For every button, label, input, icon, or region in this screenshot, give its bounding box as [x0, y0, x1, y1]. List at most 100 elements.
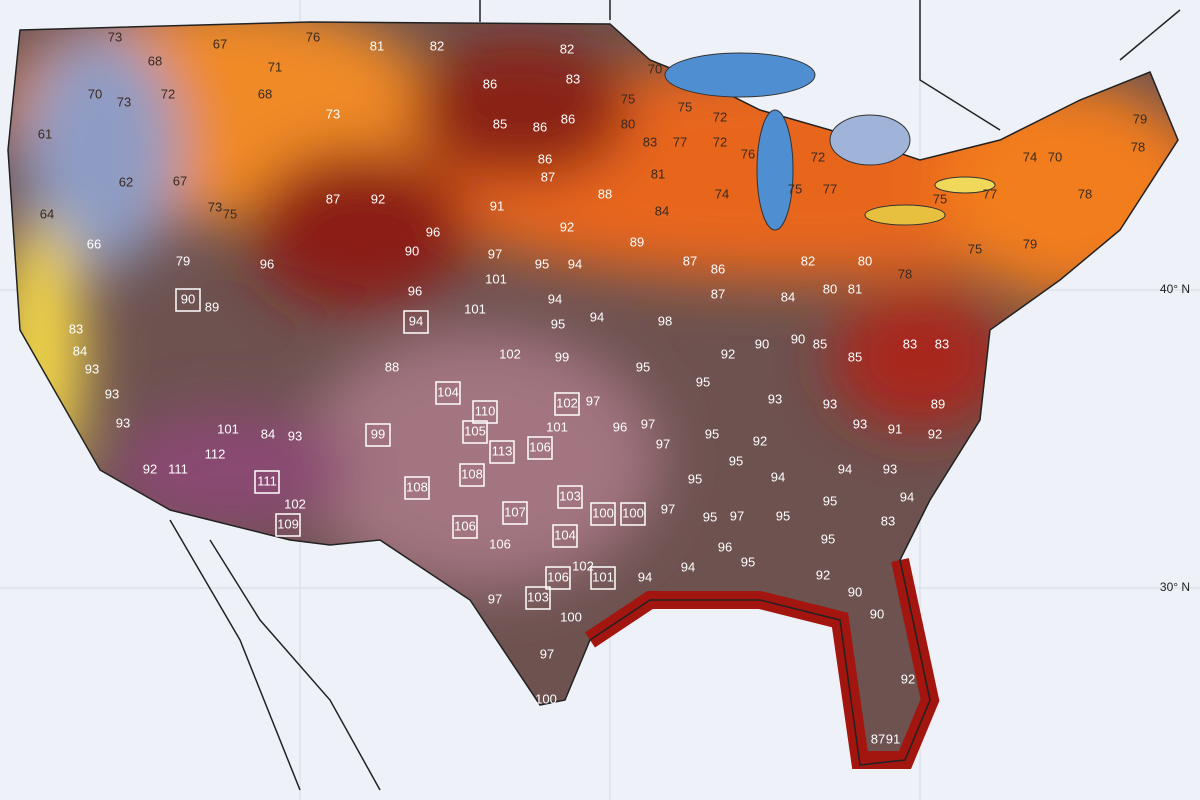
temperature-label: 75 [968, 241, 982, 256]
record-box [545, 566, 571, 590]
temperature-label: 93 [105, 386, 119, 401]
record-temperature-label: 104 [437, 384, 459, 399]
temperature-label: 62 [119, 174, 133, 189]
temperature-label: 72 [713, 109, 727, 124]
record-box [175, 288, 201, 312]
record-temperature-label: 108 [461, 466, 483, 481]
record-temperature-label: 99 [371, 426, 385, 441]
temperature-label: 79 [1133, 111, 1147, 126]
temperature-label: 94 [568, 256, 582, 271]
temperature-label: 101 [485, 271, 507, 286]
record-box [435, 381, 461, 405]
temperature-label: 78 [1131, 139, 1145, 154]
temperature-label: 68 [148, 53, 162, 68]
temperature-label: 94 [590, 309, 604, 324]
temperature-label: 83 [69, 321, 83, 336]
temperature-label: 66 [87, 236, 101, 251]
lat-label: 40° N [1160, 282, 1190, 296]
temperature-label: 93 [883, 461, 897, 476]
temperature-label: 83 [881, 513, 895, 528]
record-box [557, 485, 583, 509]
temperature-label: 84 [73, 343, 87, 358]
temperature-label: 96 [426, 224, 440, 239]
temperature-label: 102 [572, 558, 594, 573]
record-temperature-label: 105 [464, 423, 486, 438]
record-box [590, 502, 616, 526]
temperature-label: 85 [813, 336, 827, 351]
temperature-label: 92 [721, 346, 735, 361]
record-box [554, 392, 580, 416]
temperature-label: 79 [1023, 236, 1037, 251]
temperature-label: 89 [931, 396, 945, 411]
record-temperature-label: 90 [181, 291, 195, 306]
temperature-label: 94 [638, 569, 652, 584]
temperature-label: 92 [816, 567, 830, 582]
temperature-label: 102 [284, 496, 306, 511]
temperature-label: 100 [535, 691, 557, 706]
temperature-label: 87 [541, 169, 555, 184]
temperature-label: 90 [791, 331, 805, 346]
temperature-label: 81 [370, 38, 384, 53]
temperature-label: 86 [533, 119, 547, 134]
temperature-label: 76 [306, 29, 320, 44]
temperature-label: 73 [326, 106, 340, 121]
temperature-label: 70 [1048, 149, 1062, 164]
temperature-label: 95 [696, 374, 710, 389]
temperature-label: 75 [788, 181, 802, 196]
temperature-label: 90 [755, 336, 769, 351]
record-temperature-label: 110 [475, 403, 496, 418]
record-box [404, 476, 430, 500]
temperature-label: 77 [673, 134, 687, 149]
temperature-label: 95 [823, 493, 837, 508]
temperature-label: 93 [768, 391, 782, 406]
record-temperature-label: 101 [592, 569, 614, 584]
temperature-label: 85 [493, 116, 507, 131]
record-box [462, 420, 488, 444]
temperature-label: 97 [656, 436, 670, 451]
temperature-label: 75 [621, 91, 635, 106]
temperature-label: 84 [655, 203, 669, 218]
temperature-label: 67 [213, 36, 227, 51]
great-lakes [664, 52, 996, 231]
record-box [365, 423, 391, 447]
temperature-label: 83 [643, 134, 657, 149]
temperature-label: 78 [1078, 186, 1092, 201]
temperature-label: 89 [630, 234, 644, 249]
temperature-label: 95 [821, 531, 835, 546]
temperature-label: 75 [933, 191, 947, 206]
temperature-label: 84 [781, 289, 795, 304]
record-box [620, 502, 646, 526]
temperature-label: 85 [848, 349, 862, 364]
temperature-label: 94 [681, 559, 695, 574]
temperature-label: 87 [683, 253, 697, 268]
temperature-label: 78 [898, 266, 912, 281]
temperature-label: 81 [848, 281, 862, 296]
temperature-label: 82 [560, 41, 574, 56]
record-box [254, 470, 280, 494]
temperature-label: 90 [848, 584, 862, 599]
temperature-label: 98 [658, 313, 672, 328]
record-temperature-label: 100 [592, 505, 614, 520]
temperature-label: 89 [205, 299, 219, 314]
lat-label: 30° N [1160, 580, 1190, 594]
temperature-label: 91 [490, 198, 504, 213]
temperature-label: 95 [551, 316, 565, 331]
temperature-label: 92 [753, 433, 767, 448]
temperature-label: 80 [823, 281, 837, 296]
temperature-label: 95 [741, 554, 755, 569]
temperature-label: 82 [801, 253, 815, 268]
temperature-label: 101 [217, 421, 239, 436]
record-box [459, 463, 485, 487]
temperature-label: 72 [161, 86, 175, 101]
record-box [552, 524, 578, 548]
temperature-label: 64 [40, 206, 54, 221]
temperature-label: 96 [260, 256, 274, 271]
temperature-label: 101 [546, 419, 568, 434]
temperature-label: 95 [705, 426, 719, 441]
temperature-label: 106 [489, 536, 511, 551]
temperature-label: 86 [711, 261, 725, 276]
temperature-label: 91 [888, 421, 902, 436]
temperature-label: 82 [430, 38, 444, 53]
temperature-label: 87 [326, 191, 340, 206]
temperature-label: 92 [560, 219, 574, 234]
